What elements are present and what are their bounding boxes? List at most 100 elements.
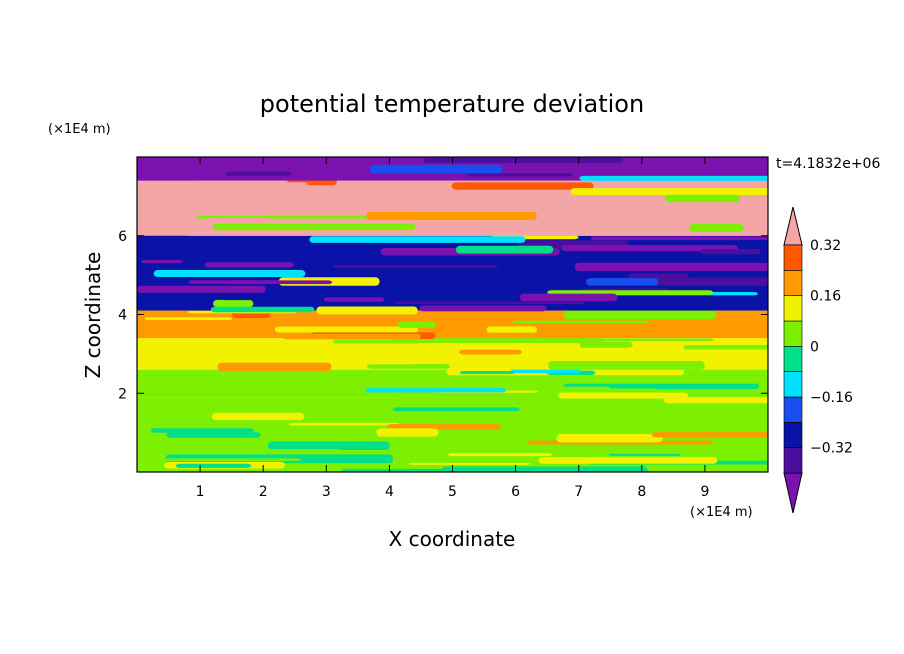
field-streak [548,361,705,370]
field-streak [166,432,261,438]
colorbar-box [783,295,803,322]
field-streak [145,176,344,179]
field-streak [683,345,768,350]
field-streak [436,343,581,350]
field-streak [366,363,450,369]
field-streak [423,157,623,163]
field-streak [175,463,252,468]
x-axis: 1 2 3 4 5 6 7 8 9 [196,157,709,500]
colorbar: −0.32 −0.16 0 0.16 0.32 [783,206,853,514]
field-streak [651,432,768,438]
field-streak [561,244,738,252]
x-unit-label: (×1E4 m) [690,505,753,520]
colorbar-box [783,244,803,271]
field-streak [679,436,756,442]
y-tick-label: 6 [118,229,127,245]
field-streak [332,339,421,344]
field-streak [590,236,768,241]
x-tick-label: 4 [385,484,394,500]
colorbar-box [783,320,803,347]
field-streak [570,188,768,195]
field-streak [141,259,183,264]
field-streak [212,299,254,308]
x-tick-label: 5 [448,484,457,500]
field-streak [217,362,332,372]
field-streak [394,301,586,305]
field-streak [579,175,768,181]
field-streak [150,428,254,433]
field-streak [608,384,683,389]
field-streak [204,262,294,268]
field-streak [376,428,439,437]
field-streak [397,321,437,328]
field-streak [556,433,663,443]
colorbar-label: 0.32 [810,238,841,254]
colorbar-max-triangle [783,206,803,246]
field-streak [441,208,616,212]
field-streak [210,306,315,313]
field-streak [207,217,269,222]
x-tick-label: 8 [637,484,646,500]
x-axis-label: X coordinate [389,527,516,551]
colorbar-box [783,371,803,398]
field-streak [369,164,503,174]
field-streak [563,310,717,319]
x-tick-label: 1 [196,484,205,500]
field-streak [332,265,499,268]
field-streak [419,305,547,312]
field-streak [316,306,418,315]
y-axis-label: Z coordinate [81,252,105,379]
colorbar-box [783,270,803,296]
y-axis: 2 4 6 [118,229,768,402]
field-streak [282,333,421,340]
field-streak [392,337,605,344]
field-streak [156,381,274,385]
field-streak [664,194,740,203]
field-streak [221,296,293,301]
field-streak [510,212,665,220]
field-streak [323,297,385,302]
field-streak [663,395,768,404]
colorbar-box [783,396,803,423]
field-streak [459,349,522,355]
field-streak [490,168,580,174]
field-streak [225,171,292,176]
contour-field [137,157,768,472]
chart-title: potential temperature deviation [260,90,644,118]
field-streak [411,220,463,224]
field-streak [442,466,648,472]
field-streak [232,182,308,188]
field-streak [153,270,306,278]
field-streak [293,192,520,199]
y-tick-label: 4 [118,308,127,324]
time-label: t=4.1832e+06 [776,156,880,172]
field-streak [196,215,374,219]
x-tick-label: 9 [700,484,709,500]
x-tick-label: 2 [259,484,268,500]
field-streak [689,223,744,232]
field-streak [486,326,538,333]
field-streak [459,370,515,375]
colorbar-label: −0.32 [810,441,853,457]
field-streak [479,227,687,236]
field-streak [408,462,531,465]
field-streak [675,328,768,332]
field-streak [267,441,366,450]
field-streak [538,457,718,464]
field-streak [699,249,761,255]
colorbar-box [783,422,803,448]
field-streak [580,449,752,452]
field-streak [608,453,681,456]
field-streak [628,273,689,279]
field-streak [651,277,768,286]
x-tick-label: 6 [511,484,520,500]
colorbar-label: 0.16 [810,289,841,305]
field-streak [676,172,768,176]
field-streak [309,236,526,243]
field-streak [211,412,305,421]
field-streak [592,338,714,342]
colorbar-box [783,346,803,372]
field-streak [166,321,299,325]
field-streak [575,160,762,168]
